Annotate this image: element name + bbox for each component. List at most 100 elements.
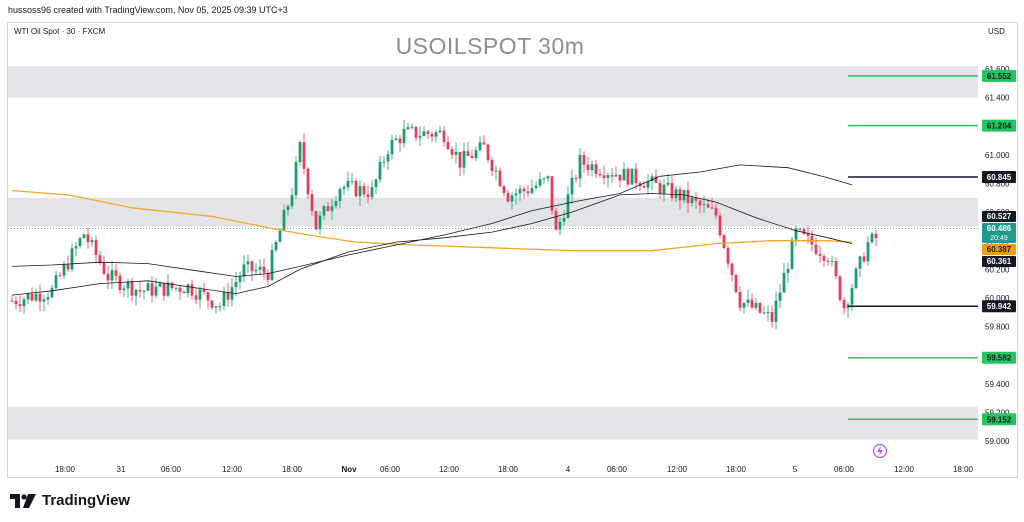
candle-body[interactable]	[854, 268, 858, 288]
candle-body[interactable]	[130, 281, 134, 296]
candle-body[interactable]	[422, 131, 426, 137]
candle-body[interactable]	[430, 134, 434, 137]
candle-body[interactable]	[346, 181, 350, 188]
candle-body[interactable]	[490, 159, 494, 172]
candle-body[interactable]	[558, 221, 562, 230]
candle-body[interactable]	[694, 197, 698, 201]
candle-body[interactable]	[778, 292, 782, 301]
candle-body[interactable]	[594, 164, 598, 175]
candle-body[interactable]	[382, 161, 386, 163]
candle-body[interactable]	[438, 130, 442, 133]
candle-body[interactable]	[870, 233, 874, 243]
candle-body[interactable]	[174, 287, 178, 289]
candle-body[interactable]	[462, 151, 466, 168]
candle-body[interactable]	[298, 142, 302, 163]
candle-body[interactable]	[734, 274, 738, 293]
candle-body[interactable]	[526, 191, 530, 194]
candle-body[interactable]	[482, 142, 486, 145]
candle-body[interactable]	[750, 299, 754, 308]
candle-body[interactable]	[546, 176, 550, 179]
candle-body[interactable]	[714, 207, 718, 216]
candle-body[interactable]	[254, 269, 258, 272]
candle-body[interactable]	[198, 289, 202, 300]
candle-body[interactable]	[402, 129, 406, 144]
candle-body[interactable]	[334, 201, 338, 207]
candle-body[interactable]	[818, 253, 822, 256]
candle-body[interactable]	[14, 300, 18, 305]
candle-body[interactable]	[230, 287, 234, 300]
candle-body[interactable]	[510, 195, 514, 202]
candle-body[interactable]	[518, 188, 522, 194]
candle-body[interactable]	[110, 270, 114, 281]
candle-body[interactable]	[690, 197, 694, 204]
candle-body[interactable]	[618, 174, 622, 181]
candle-body[interactable]	[762, 312, 766, 314]
candle-body[interactable]	[322, 206, 326, 216]
candle-body[interactable]	[58, 275, 62, 277]
candle-body[interactable]	[282, 209, 286, 231]
candle-body[interactable]	[710, 207, 714, 209]
candle-body[interactable]	[598, 174, 602, 176]
candle-body[interactable]	[374, 179, 378, 188]
candle-body[interactable]	[418, 136, 422, 138]
candle-body[interactable]	[178, 287, 182, 292]
candle-body[interactable]	[390, 139, 394, 155]
candle-body[interactable]	[246, 261, 250, 265]
candle-body[interactable]	[350, 180, 354, 182]
candle-body[interactable]	[42, 299, 46, 302]
candle-body[interactable]	[270, 250, 274, 280]
candle-body[interactable]	[102, 262, 106, 274]
candle-body[interactable]	[634, 168, 638, 184]
candle-body[interactable]	[30, 294, 34, 301]
candle-body[interactable]	[202, 289, 206, 293]
candle-body[interactable]	[222, 292, 226, 307]
candle-body[interactable]	[318, 215, 322, 230]
candle-body[interactable]	[806, 233, 810, 236]
candle-body[interactable]	[698, 200, 702, 206]
candle-body[interactable]	[342, 187, 346, 189]
candle-body[interactable]	[478, 142, 482, 151]
candle-body[interactable]	[450, 149, 454, 155]
candle-body[interactable]	[630, 168, 634, 185]
candle-body[interactable]	[426, 131, 430, 135]
candle-body[interactable]	[454, 151, 458, 155]
candle-body[interactable]	[782, 272, 786, 293]
candle-body[interactable]	[166, 282, 170, 296]
candle-body[interactable]	[410, 126, 414, 128]
candle-body[interactable]	[46, 297, 50, 300]
candle-body[interactable]	[274, 241, 278, 251]
candle-body[interactable]	[582, 155, 586, 165]
candle-body[interactable]	[466, 151, 470, 157]
candle-body[interactable]	[606, 175, 610, 179]
candle-body[interactable]	[590, 164, 594, 171]
candle-body[interactable]	[498, 170, 502, 187]
candle-body[interactable]	[266, 272, 270, 280]
candle-body[interactable]	[214, 306, 218, 308]
candle-body[interactable]	[182, 291, 186, 294]
candle-body[interactable]	[258, 266, 262, 270]
candle-body[interactable]	[474, 150, 478, 159]
candle-body[interactable]	[366, 194, 370, 198]
candle-body[interactable]	[838, 276, 842, 301]
candle-body[interactable]	[834, 260, 838, 277]
candle-body[interactable]	[826, 260, 830, 262]
candle-body[interactable]	[338, 188, 342, 202]
candle-body[interactable]	[250, 261, 254, 272]
candle-body[interactable]	[406, 127, 410, 130]
candle-body[interactable]	[234, 281, 238, 288]
candle-body[interactable]	[542, 178, 546, 180]
candle-body[interactable]	[122, 288, 126, 290]
candle-body[interactable]	[278, 230, 282, 242]
candle-body[interactable]	[290, 195, 294, 207]
candle-body[interactable]	[626, 168, 630, 185]
candle-body[interactable]	[302, 142, 306, 169]
candle-body[interactable]	[726, 247, 730, 264]
candle-body[interactable]	[686, 190, 690, 204]
candle-body[interactable]	[658, 182, 662, 194]
candle-body[interactable]	[602, 175, 606, 179]
candle-body[interactable]	[442, 130, 446, 142]
candle-body[interactable]	[138, 289, 142, 292]
candle-body[interactable]	[66, 264, 70, 270]
candle-body[interactable]	[746, 299, 750, 303]
